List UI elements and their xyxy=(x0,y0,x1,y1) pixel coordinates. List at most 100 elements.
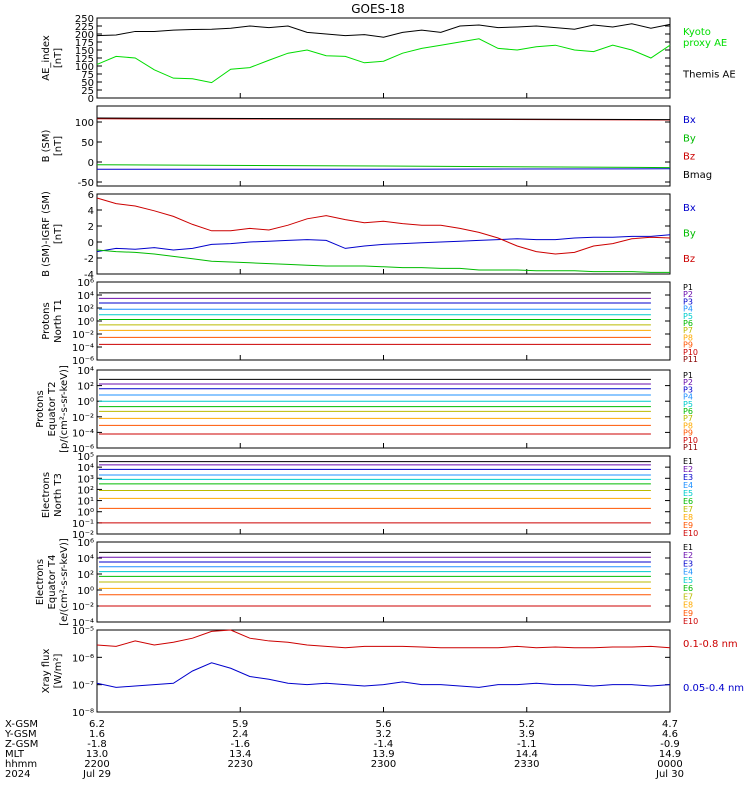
x-tick-label: 2230 xyxy=(228,759,253,770)
legend-label: E4 xyxy=(683,568,693,577)
legend-label: Bmag xyxy=(683,170,712,181)
y-tick-label: 10⁻⁴ xyxy=(72,618,94,629)
chart-title: GOES-18 xyxy=(351,2,405,16)
x-tick-label: 6.2 xyxy=(89,719,105,730)
legend-label: P10 xyxy=(683,348,698,357)
y-tick-label: 10⁻² xyxy=(72,413,94,424)
legend-label: E5 xyxy=(683,489,693,498)
legend-label: Bx xyxy=(683,115,696,126)
x-tick-label: 0000 xyxy=(657,759,682,770)
x-row-label: 2024 xyxy=(5,769,30,780)
panel-4: 10⁶ 10⁴ 10² 10⁰ 10⁻² 10⁻⁴ 10⁻⁶ Protons North T1 P… xyxy=(41,278,698,367)
legend-label: P6 xyxy=(683,407,693,416)
y-tick-label: 10¹ xyxy=(77,497,94,508)
y-tick-label: 150 xyxy=(75,46,94,57)
x-row-label: X-GSM xyxy=(5,719,38,730)
panel-frame xyxy=(96,193,671,275)
x-tick-label: -1.1 xyxy=(517,739,537,750)
y-tick-label: 6 xyxy=(88,190,94,201)
y-tick-label: 125 xyxy=(75,54,94,65)
panel-frame xyxy=(96,629,671,713)
panel-2: -50 0 50 100 B (SM) [nT] Bx By Bz Bmag xyxy=(41,105,712,189)
legend-label: P10 xyxy=(683,436,698,445)
x-tick-label: 4.7 xyxy=(662,719,678,730)
y-axis-label: Electrons xyxy=(35,559,46,605)
y-axis-label: Protons xyxy=(35,390,46,427)
legend-label: E1 xyxy=(683,457,693,466)
y-tick-label: 10⁻² xyxy=(72,530,94,541)
legend-label: E10 xyxy=(683,529,698,538)
y-tick-label: 0 xyxy=(88,94,94,105)
y-tick-label: 10² xyxy=(77,485,94,496)
series-line xyxy=(96,249,670,273)
legend-label: Themis AE xyxy=(682,70,736,81)
x-tick-label: 2300 xyxy=(371,759,396,770)
panel-7: 10⁶ 10⁴ 10² 10⁰ 10⁻² 10⁻⁴ Electrons Equator T4[… xyxy=(35,538,698,629)
y-tick-label: 4 xyxy=(88,206,94,217)
legend-label: E6 xyxy=(683,497,693,506)
y-tick-label: 10⁰ xyxy=(77,317,94,328)
y-tick-label: 100 xyxy=(75,62,94,73)
x-tick-label: 3.2 xyxy=(376,729,392,740)
legend-label: P3 xyxy=(683,385,693,394)
x-tick-label: -1.4 xyxy=(374,739,394,750)
legend-label: E7 xyxy=(683,592,693,601)
y-tick-label: 250 xyxy=(75,14,94,25)
x-tick-label: Jul 29 xyxy=(82,769,111,780)
legend-label: Bx xyxy=(683,203,696,214)
panel-frame xyxy=(96,455,671,535)
y-tick-label: 10⁻² xyxy=(72,330,94,341)
y-axis-label: [nT] xyxy=(53,224,64,244)
x-tick-label: 4.6 xyxy=(662,729,678,740)
y-tick-label: 10⁶ xyxy=(77,538,94,549)
legend-label: E6 xyxy=(683,584,693,593)
y-tick-label: 10³ xyxy=(77,474,94,485)
panel-3: -4 -2 0 2 4 6 B (SM)-IGRF (SM) [nT] Bx By Bz xyxy=(41,190,696,281)
y-tick-label: 10⁴ xyxy=(77,463,94,474)
y-tick-label: 200 xyxy=(75,30,94,41)
legend-label: By xyxy=(683,229,696,240)
y-tick-label: 25 xyxy=(81,86,94,97)
x-tick-label: 13.0 xyxy=(86,749,108,760)
legend-label: P6 xyxy=(683,319,693,328)
series-line xyxy=(96,117,671,121)
y-tick-label: 10⁰ xyxy=(77,586,94,597)
y-tick-label: 10⁻¹ xyxy=(72,519,94,530)
x-tick-label: 5.6 xyxy=(376,719,392,730)
y-tick-label: 10⁻⁶ xyxy=(72,356,94,367)
legend-label: E8 xyxy=(683,513,693,522)
legend-label: P8 xyxy=(683,333,693,342)
y-tick-label: 10⁻⁶ xyxy=(72,444,94,455)
x-row-label: Y-GSM xyxy=(4,729,37,740)
y-axis-label: B (SM) xyxy=(41,129,52,162)
y-tick-label: -2 xyxy=(84,254,94,265)
y-axis-label: Equator T2 xyxy=(47,382,58,437)
y-axis-label: [nT] xyxy=(53,136,64,156)
y-tick-label: -4 xyxy=(84,270,94,281)
x-tick-label: 5.2 xyxy=(519,719,535,730)
x-tick-label: 13.9 xyxy=(372,749,394,760)
x-row-label: MLT xyxy=(5,749,25,760)
legend-label: E8 xyxy=(683,601,693,610)
series-line xyxy=(96,662,671,688)
y-tick-label: 10⁰ xyxy=(77,397,94,408)
legend-label: P3 xyxy=(683,297,693,306)
series-line xyxy=(96,234,671,253)
y-tick-label: 10² xyxy=(77,570,94,581)
y-tick-label: 10⁴ xyxy=(77,554,94,565)
x-tick-label: 3.9 xyxy=(519,729,535,740)
y-axis-label: [nT] xyxy=(53,48,64,68)
x-tick-label: 1.6 xyxy=(89,729,105,740)
legend-label: 0.1-0.8 nm xyxy=(683,639,738,650)
legend-label: E3 xyxy=(683,473,693,482)
legend-label: P4 xyxy=(683,305,693,314)
legend-label: P7 xyxy=(683,326,693,335)
legend-label: P1 xyxy=(683,371,693,380)
y-axis-label: B (SM)-IGRF (SM) xyxy=(41,191,52,277)
series-line xyxy=(96,38,671,84)
y-tick-label: 10⁰ xyxy=(77,508,94,519)
y-tick-label: 225 xyxy=(75,22,94,33)
